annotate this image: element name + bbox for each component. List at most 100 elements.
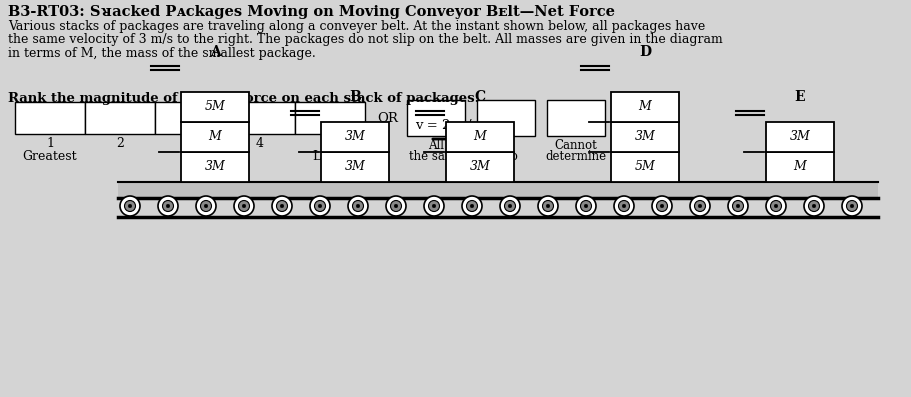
Circle shape [348,196,368,216]
Text: Various stacks of packages are traveling along a conveyer belt. At the instant s: Various stacks of packages are traveling… [8,20,704,33]
Circle shape [812,204,815,208]
Circle shape [158,196,178,216]
Circle shape [353,200,363,212]
Circle shape [727,196,747,216]
Circle shape [770,200,781,212]
Text: C: C [474,90,485,104]
Circle shape [537,196,558,216]
Text: M: M [473,131,486,143]
Circle shape [428,200,439,212]
Text: Rank the magnitude of the net force on each stack of packages.: Rank the magnitude of the net force on e… [8,92,479,105]
Bar [155,102,225,134]
Circle shape [120,196,140,216]
Bar [445,122,514,152]
Circle shape [765,196,785,216]
Text: 3M: 3M [344,131,365,143]
Circle shape [690,196,710,216]
Circle shape [310,196,330,216]
Circle shape [618,200,629,212]
Circle shape [499,196,519,216]
Circle shape [204,204,208,208]
Circle shape [546,204,549,208]
Text: Least: Least [312,150,347,163]
Circle shape [660,204,663,208]
Circle shape [845,200,856,212]
Circle shape [732,200,742,212]
Text: M: M [209,131,221,143]
Bar [180,122,249,152]
Circle shape [280,204,283,208]
Text: Cannot: Cannot [554,139,597,152]
Text: B3-RT03: Sᴚacked Pᴀckages Mᴏving ᴏn Mᴏving Cᴏnveyor Bᴇlt—Net Fᴏrce: B3-RT03: Sᴚacked Pᴀckages Mᴏving ᴏn Mᴏvi… [8,5,614,19]
Circle shape [125,200,136,212]
Text: E: E [793,90,804,104]
Text: 3M: 3M [634,131,655,143]
Circle shape [128,204,132,208]
Bar [15,102,85,134]
Text: B: B [349,90,361,104]
Circle shape [773,204,777,208]
Circle shape [239,200,250,212]
Bar [445,152,514,182]
Circle shape [394,204,397,208]
Text: OR: OR [376,112,397,125]
Text: A: A [210,45,220,59]
Circle shape [200,200,211,212]
Text: M: M [793,160,805,173]
Bar [765,122,833,152]
Circle shape [651,196,671,216]
Text: v = 2 m/s: v = 2 m/s [415,119,478,132]
Text: 3M: 3M [204,160,225,173]
Circle shape [621,204,625,208]
Text: determine: determine [545,150,606,163]
Circle shape [390,200,401,212]
Text: Greatest: Greatest [23,150,77,163]
Bar [180,92,249,122]
Text: 3: 3 [186,137,194,150]
Text: 2: 2 [116,137,124,150]
Bar [610,122,679,152]
Circle shape [314,200,325,212]
Bar [294,102,364,134]
Text: 3M: 3M [469,160,490,173]
Circle shape [584,204,588,208]
Circle shape [849,204,853,208]
Text: 3M: 3M [344,160,365,173]
Circle shape [656,200,667,212]
Text: 5: 5 [326,137,333,150]
Text: in terms of M, the mass of the smallest package.: in terms of M, the mass of the smallest … [8,47,315,60]
Bar [547,100,604,136]
Circle shape [162,200,173,212]
Circle shape [432,204,435,208]
Circle shape [196,196,216,216]
Bar [118,182,877,198]
Circle shape [504,200,515,212]
Text: 5M: 5M [204,100,225,114]
Circle shape [318,204,322,208]
Text: the same: the same [408,150,463,163]
Circle shape [613,196,633,216]
Bar [321,122,389,152]
Circle shape [462,196,482,216]
Circle shape [698,204,701,208]
Circle shape [808,200,819,212]
Text: 1: 1 [46,137,54,150]
Circle shape [694,200,705,212]
Bar [610,92,679,122]
Circle shape [470,204,474,208]
Circle shape [424,196,444,216]
Text: All: All [497,139,514,152]
Text: D: D [639,45,650,59]
Circle shape [542,200,553,212]
Circle shape [356,204,360,208]
Circle shape [576,196,596,216]
Bar [765,152,833,182]
Bar [406,100,465,136]
Circle shape [466,200,477,212]
Bar [476,100,535,136]
Circle shape [735,204,739,208]
Bar [180,152,249,182]
Bar [610,152,679,182]
Text: zero: zero [493,150,518,163]
Circle shape [271,196,292,216]
